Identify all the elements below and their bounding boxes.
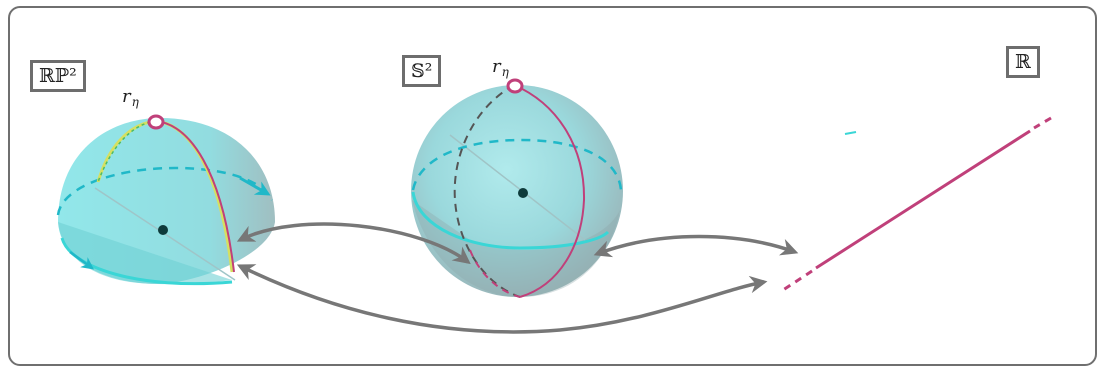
label-rp2-text: ℝℙ² — [39, 65, 77, 87]
r-eta-mid-base: r — [492, 56, 501, 77]
r-line-dash-top — [1033, 116, 1052, 130]
r-line-solid — [815, 129, 1031, 270]
arrow-rp2-to-s2 — [236, 222, 471, 265]
label-rp2: ℝℙ² — [30, 60, 86, 92]
label-r-text: ℝ — [1015, 51, 1031, 73]
s2-pole-point — [506, 78, 524, 94]
label-r-eta-left: rη — [122, 86, 139, 109]
rp2-pole-point — [147, 114, 165, 130]
r-eta-left-base: r — [122, 86, 131, 107]
rp2-center-dot — [158, 225, 168, 235]
arrow-s2-to-r — [593, 234, 799, 258]
r-line — [779, 116, 1052, 294]
s2-sphere — [411, 78, 623, 298]
cyan-orientation-arrow-right — [239, 176, 271, 196]
sphere-meridian-back-lower — [469, 249, 521, 298]
label-s2-text: 𝕊² — [411, 60, 433, 82]
label-r-eta-mid: rη — [492, 56, 509, 79]
hemisphere-equator-back — [56, 166, 274, 216]
cyan-tick — [844, 131, 857, 135]
hemisphere-equator-front — [60, 237, 233, 286]
label-r: ℝ — [1006, 46, 1040, 78]
sphere-shadow-edge — [449, 134, 586, 241]
r-eta-left-sub: η — [131, 95, 139, 109]
sphere-equator-front — [411, 191, 610, 250]
cyan-orientation-arrow-left — [69, 250, 95, 270]
r-line-dash-bottom — [779, 269, 813, 294]
s2-center-dot — [518, 188, 528, 198]
sphere-equator-back — [411, 138, 623, 191]
magenta-meridian — [155, 120, 235, 273]
r-eta-mid-sub: η — [501, 65, 509, 79]
arrow-rp2-to-r — [236, 264, 768, 334]
label-s2: 𝕊² — [402, 55, 442, 87]
correspondence-arrows — [236, 222, 799, 334]
rp2-hemisphere — [56, 114, 275, 286]
